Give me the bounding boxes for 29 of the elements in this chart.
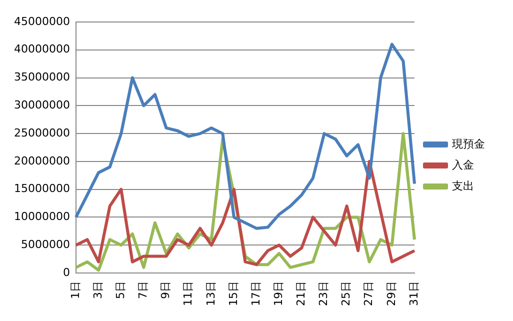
x-tick-label: 27日 <box>362 281 376 306</box>
x-tick-label: 13日 <box>204 281 218 306</box>
legend-label: 入金 <box>452 158 474 172</box>
legend-label: 現預金 <box>452 137 485 150</box>
x-tick-label: 9日 <box>159 281 172 300</box>
x-tick-label: 11日 <box>182 281 195 306</box>
x-tick-label: 3日 <box>91 281 104 300</box>
y-tick-label: 15000000 <box>14 182 70 196</box>
y-tick-label: 0 <box>62 266 70 279</box>
x-tick-label: 7日 <box>136 281 150 300</box>
x-tick-label: 23日 <box>317 281 330 306</box>
x-tick-label: 5日 <box>114 281 127 300</box>
x-tick-label: 29日 <box>384 281 398 306</box>
y-tick-label: 25000000 <box>14 126 70 140</box>
x-tick-label: 15日 <box>226 281 240 306</box>
y-tick-label: 5000000 <box>20 238 70 251</box>
y-tick-label: 45000000 <box>14 14 70 28</box>
x-tick-label: 17日 <box>249 281 262 306</box>
x-tick-label: 21日 <box>294 281 308 306</box>
y-tick-label: 30000000 <box>14 98 70 112</box>
legend-label: 支出 <box>452 179 474 192</box>
x-tick-label: 1日 <box>68 281 82 300</box>
x-tick-label: 19日 <box>272 281 285 306</box>
y-tick-label: 10000000 <box>14 210 70 224</box>
x-tick-label: 25日 <box>340 281 353 306</box>
x-tick-label: 31日 <box>407 281 420 306</box>
y-tick-label: 20000000 <box>14 154 70 168</box>
y-tick-label: 40000000 <box>14 42 70 56</box>
y-tick-label: 35000000 <box>14 70 70 84</box>
